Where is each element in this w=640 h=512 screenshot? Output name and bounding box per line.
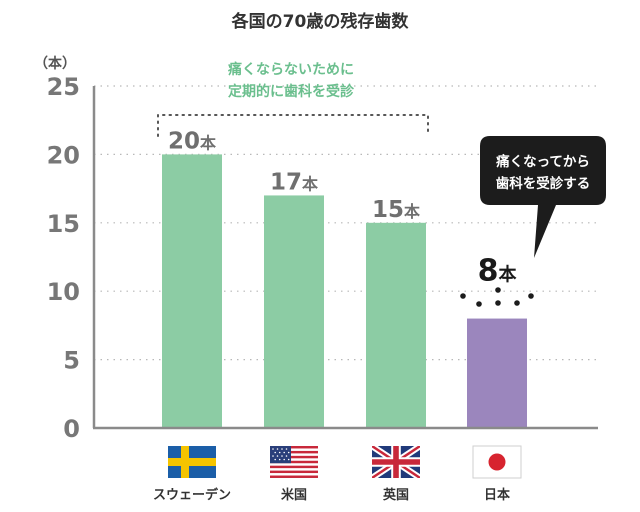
y-tick-label: 20 (47, 141, 80, 169)
callout-shape (480, 136, 606, 258)
value-labels: 20本 17本 15本 8本 (168, 128, 516, 288)
callout-line-2: 歯科を受診する (496, 175, 591, 192)
category-label: 日本 (484, 487, 510, 503)
chart-title: 各国の70歳の残存歯数 (231, 11, 410, 32)
bars (162, 154, 527, 428)
preventive-bracket (157, 114, 429, 137)
y-tick-label: 5 (63, 347, 80, 375)
bar (366, 222, 426, 428)
bar (467, 318, 527, 428)
callout-line-1: 痛くなってから (495, 153, 590, 170)
sweden-flag (168, 446, 216, 478)
data-label: 17本 (270, 169, 318, 195)
axes (92, 86, 598, 430)
category-labels: スウェーデン 米国 英国 日本 (153, 487, 510, 503)
y-tick-label: 0 (63, 415, 80, 443)
category-label: スウェーデン (153, 487, 231, 503)
callout-bubble: 痛くなってから 歯科を受診する (480, 136, 606, 258)
bar (162, 154, 222, 428)
usa-flag (270, 446, 318, 478)
data-label: 15本 (372, 197, 420, 223)
y-axis-unit-label: （本） (34, 55, 76, 72)
y-tick-label: 25 (47, 73, 80, 101)
data-label: 20本 (168, 128, 216, 154)
y-tick-label: 15 (47, 210, 80, 238)
preventive-annotation: 痛くならないために 定期的に歯科を受診 (157, 61, 429, 137)
japan-flag (472, 445, 522, 479)
data-label: 8本 (478, 254, 517, 289)
category-label: 英国 (382, 487, 409, 503)
preventive-note-line-1: 痛くならないために (227, 61, 354, 78)
bar (264, 195, 324, 428)
uk-flag (372, 446, 420, 478)
y-axis-ticks: 0 5 10 15 20 25 (47, 73, 80, 443)
preventive-note-line-2: 定期的に歯科を受診 (228, 83, 355, 100)
category-label: 米国 (281, 487, 307, 503)
country-flags (168, 445, 522, 479)
emphasis-dots (460, 287, 534, 307)
y-tick-label: 10 (47, 278, 80, 306)
